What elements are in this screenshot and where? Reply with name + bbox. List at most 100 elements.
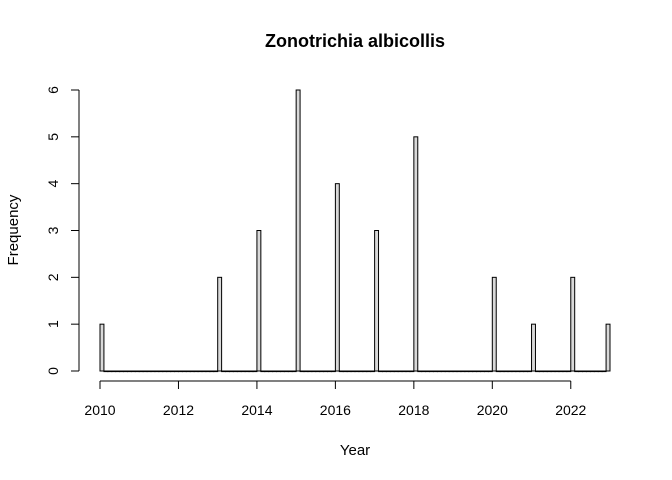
empty-bin	[142, 370, 148, 373]
empty-bin	[582, 370, 587, 373]
bar-2010	[99, 323, 105, 372]
empty-bin	[252, 370, 258, 373]
empty-bin	[327, 370, 332, 373]
empty-bin	[150, 370, 156, 373]
empty-bin	[138, 370, 144, 373]
empty-bin	[205, 370, 211, 373]
bar-2023	[605, 323, 611, 372]
empty-bin	[299, 370, 305, 373]
empty-bin	[315, 370, 321, 373]
empty-bin	[574, 370, 580, 373]
x-tick-label: 2012	[163, 402, 194, 418]
bar-2020	[491, 276, 497, 372]
x-tick-label: 2014	[241, 402, 272, 418]
empty-bin	[268, 370, 274, 373]
empty-bin	[123, 370, 128, 373]
empty-bin	[193, 370, 199, 373]
empty-bin	[330, 370, 336, 373]
empty-bin	[354, 370, 360, 373]
x-tick-label: 2018	[398, 402, 429, 418]
empty-bin	[264, 370, 270, 373]
empty-bin	[499, 370, 505, 373]
x-tick-label: 2020	[477, 402, 508, 418]
empty-bin	[107, 370, 113, 373]
empty-bin	[578, 370, 584, 373]
empty-bin	[154, 370, 160, 373]
y-tick-label: 4	[45, 180, 61, 188]
y-tick-label: 3	[45, 226, 61, 234]
empty-bin	[158, 370, 164, 373]
empty-bin	[381, 370, 387, 373]
empty-bin	[201, 370, 207, 373]
empty-bin	[276, 370, 281, 373]
empty-bin	[460, 370, 466, 373]
empty-bin	[546, 370, 552, 373]
empty-bin	[378, 370, 383, 373]
empty-bin	[350, 370, 356, 373]
empty-bin	[534, 370, 540, 373]
empty-bin	[440, 370, 446, 373]
empty-bin	[119, 370, 125, 373]
empty-bin	[370, 370, 376, 373]
empty-bin	[429, 370, 434, 373]
empty-bin	[480, 370, 485, 373]
empty-bin	[287, 370, 293, 373]
empty-bin	[464, 370, 470, 373]
y-tick-label: 1	[45, 320, 61, 328]
empty-bin	[452, 370, 458, 373]
empty-bin	[272, 370, 278, 373]
empty-bin	[338, 370, 344, 373]
y-tick-label: 6	[45, 86, 61, 94]
bar-2014	[256, 230, 262, 372]
x-axis: 2010 2012 2014 2016 2018 2020 2022	[84, 380, 587, 418]
bar-2016	[334, 183, 340, 372]
empty-bin	[111, 370, 117, 373]
empty-bin	[507, 370, 513, 373]
y-axis: 0 1 2 3 4 5 6	[45, 86, 80, 375]
empty-bin	[311, 370, 317, 373]
x-tick-label: 2010	[84, 402, 115, 418]
empty-bin	[448, 370, 454, 373]
empty-bin	[468, 370, 474, 373]
empty-bin	[362, 370, 368, 373]
empty-bin	[554, 370, 560, 373]
empty-bin	[593, 370, 599, 373]
empty-bin	[134, 370, 140, 373]
empty-bin	[225, 370, 230, 373]
chart-title: Zonotrichia albicollis	[265, 31, 445, 51]
empty-bin	[221, 370, 227, 373]
empty-bin	[115, 370, 121, 373]
empty-bin	[146, 370, 152, 373]
empty-bin	[319, 370, 325, 373]
empty-bin	[232, 370, 238, 373]
empty-bin	[189, 370, 195, 373]
empty-bin	[585, 370, 591, 373]
bar-2013	[217, 276, 223, 372]
empty-bin	[385, 370, 391, 373]
bar-2017	[374, 230, 380, 372]
empty-bin	[538, 370, 544, 373]
y-tick-label: 2	[45, 273, 61, 281]
bar-2018	[413, 136, 419, 372]
empty-bin	[562, 370, 568, 373]
empty-bin	[197, 370, 203, 373]
x-tick-label: 2022	[555, 402, 586, 418]
empty-bin	[228, 370, 234, 373]
empty-bin	[181, 370, 187, 373]
empty-bin	[174, 370, 179, 373]
x-axis-label: Year	[340, 442, 370, 459]
empty-bin	[279, 370, 285, 373]
bar-2015	[295, 89, 301, 372]
x-tick-label: 2016	[320, 402, 351, 418]
empty-bin	[589, 370, 595, 373]
y-tick-label: 5	[45, 133, 61, 141]
empty-bin	[401, 370, 407, 373]
bar-2021	[531, 323, 536, 372]
empty-bin	[244, 370, 250, 373]
empty-bin	[291, 370, 297, 373]
empty-bin	[519, 370, 525, 373]
bar-2022	[570, 276, 576, 372]
empty-bin	[346, 370, 352, 373]
empty-bin	[166, 370, 172, 373]
